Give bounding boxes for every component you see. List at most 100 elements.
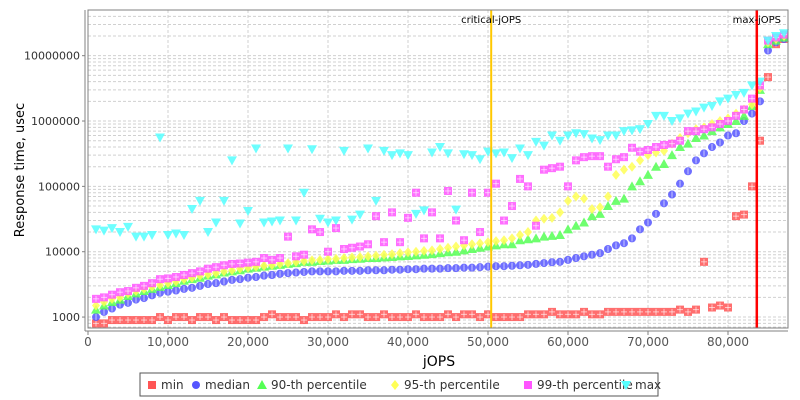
legend-label: 99-th percentile [537, 378, 633, 392]
data-point [771, 32, 781, 42]
data-point [451, 205, 461, 215]
data-point [523, 151, 533, 161]
x-tick-label: 10,000 [147, 335, 189, 349]
series-90-th-percentile [91, 32, 789, 314]
data-point [619, 193, 629, 203]
data-point [251, 144, 261, 154]
data-point [579, 217, 589, 227]
legend-label: 90-th percentile [271, 378, 367, 392]
data-point [572, 191, 580, 202]
legend-label: max [635, 378, 661, 392]
y-tick-label: 1000 [52, 311, 80, 324]
y-tick-label: 10000000 [24, 50, 80, 63]
data-point [739, 88, 749, 98]
data-point [323, 218, 333, 228]
data-point [475, 155, 485, 165]
axes: 1000 10000 100000 1000000 10000000 0 10,000 20,… [24, 10, 788, 349]
data-point [316, 254, 324, 265]
series-min [92, 34, 788, 328]
data-point [588, 204, 596, 215]
data-point [299, 188, 309, 198]
data-point [508, 233, 516, 244]
data-point [388, 249, 396, 260]
data-point [404, 247, 412, 258]
data-point [395, 149, 405, 159]
data-point [683, 109, 693, 119]
critical-jOPS-label: critical-jOPS [461, 15, 521, 26]
data-point [539, 141, 549, 151]
data-point [324, 254, 332, 265]
data-point [131, 232, 141, 242]
data-point [548, 212, 556, 223]
data-point [659, 111, 669, 121]
data-point [171, 229, 181, 239]
data-point [643, 120, 653, 130]
data-point [459, 150, 469, 160]
data-point [211, 218, 221, 228]
x-tick-label: 60,000 [547, 335, 589, 349]
data-point [332, 253, 340, 264]
data-point [444, 242, 452, 253]
data-point [619, 127, 629, 137]
data-point [731, 91, 741, 101]
plot-frame [87, 9, 789, 329]
data-point [107, 224, 117, 234]
data-point [515, 144, 525, 154]
data-point [643, 169, 653, 179]
data-point [603, 131, 613, 141]
data-point [260, 260, 268, 271]
data-point [739, 110, 749, 120]
data-point [348, 252, 356, 263]
data-point [540, 213, 548, 224]
data-point [691, 132, 701, 142]
data-point [203, 228, 213, 238]
data-point [420, 245, 428, 256]
legend-box [139, 372, 659, 397]
data-point [596, 202, 604, 213]
data-point [428, 245, 436, 256]
data-point [539, 231, 549, 241]
data-point [492, 236, 500, 247]
data-point [547, 131, 557, 141]
data-point [691, 107, 701, 117]
legend-marker [148, 381, 156, 389]
data-point [524, 227, 532, 238]
data-point [507, 154, 517, 164]
data-point [396, 248, 404, 259]
data-point [571, 220, 581, 230]
data-point [372, 250, 380, 261]
data-point [91, 225, 101, 235]
data-point [507, 239, 517, 249]
x-tick-label: 70,000 [627, 335, 669, 349]
data-point [707, 101, 717, 111]
data-point [275, 216, 285, 226]
data-point [484, 237, 492, 248]
jops-markers: critical-jOPS max-jOPS [461, 10, 781, 328]
data-point [563, 224, 573, 234]
data-point [627, 126, 637, 136]
data-point [675, 114, 685, 124]
data-point [139, 232, 149, 242]
data-point [699, 103, 709, 113]
y-tick-label: 10000 [45, 246, 80, 259]
legend-marker [391, 380, 399, 390]
data-point [612, 169, 620, 180]
data-point [723, 94, 733, 104]
data-point [659, 158, 669, 168]
data-point [356, 251, 364, 262]
series-99-th-percentile [92, 30, 788, 303]
data-point [468, 239, 476, 250]
data-point [380, 249, 388, 260]
legend-marker [257, 380, 267, 389]
x-tick-label: 20,000 [227, 335, 269, 349]
data-point [580, 193, 588, 204]
data-point [115, 228, 125, 238]
data-point [467, 151, 477, 161]
data-point [92, 300, 100, 311]
data-point [491, 149, 501, 159]
data-point [595, 136, 605, 146]
data-point [604, 191, 612, 202]
data-point [403, 151, 413, 161]
data-point [435, 143, 445, 153]
